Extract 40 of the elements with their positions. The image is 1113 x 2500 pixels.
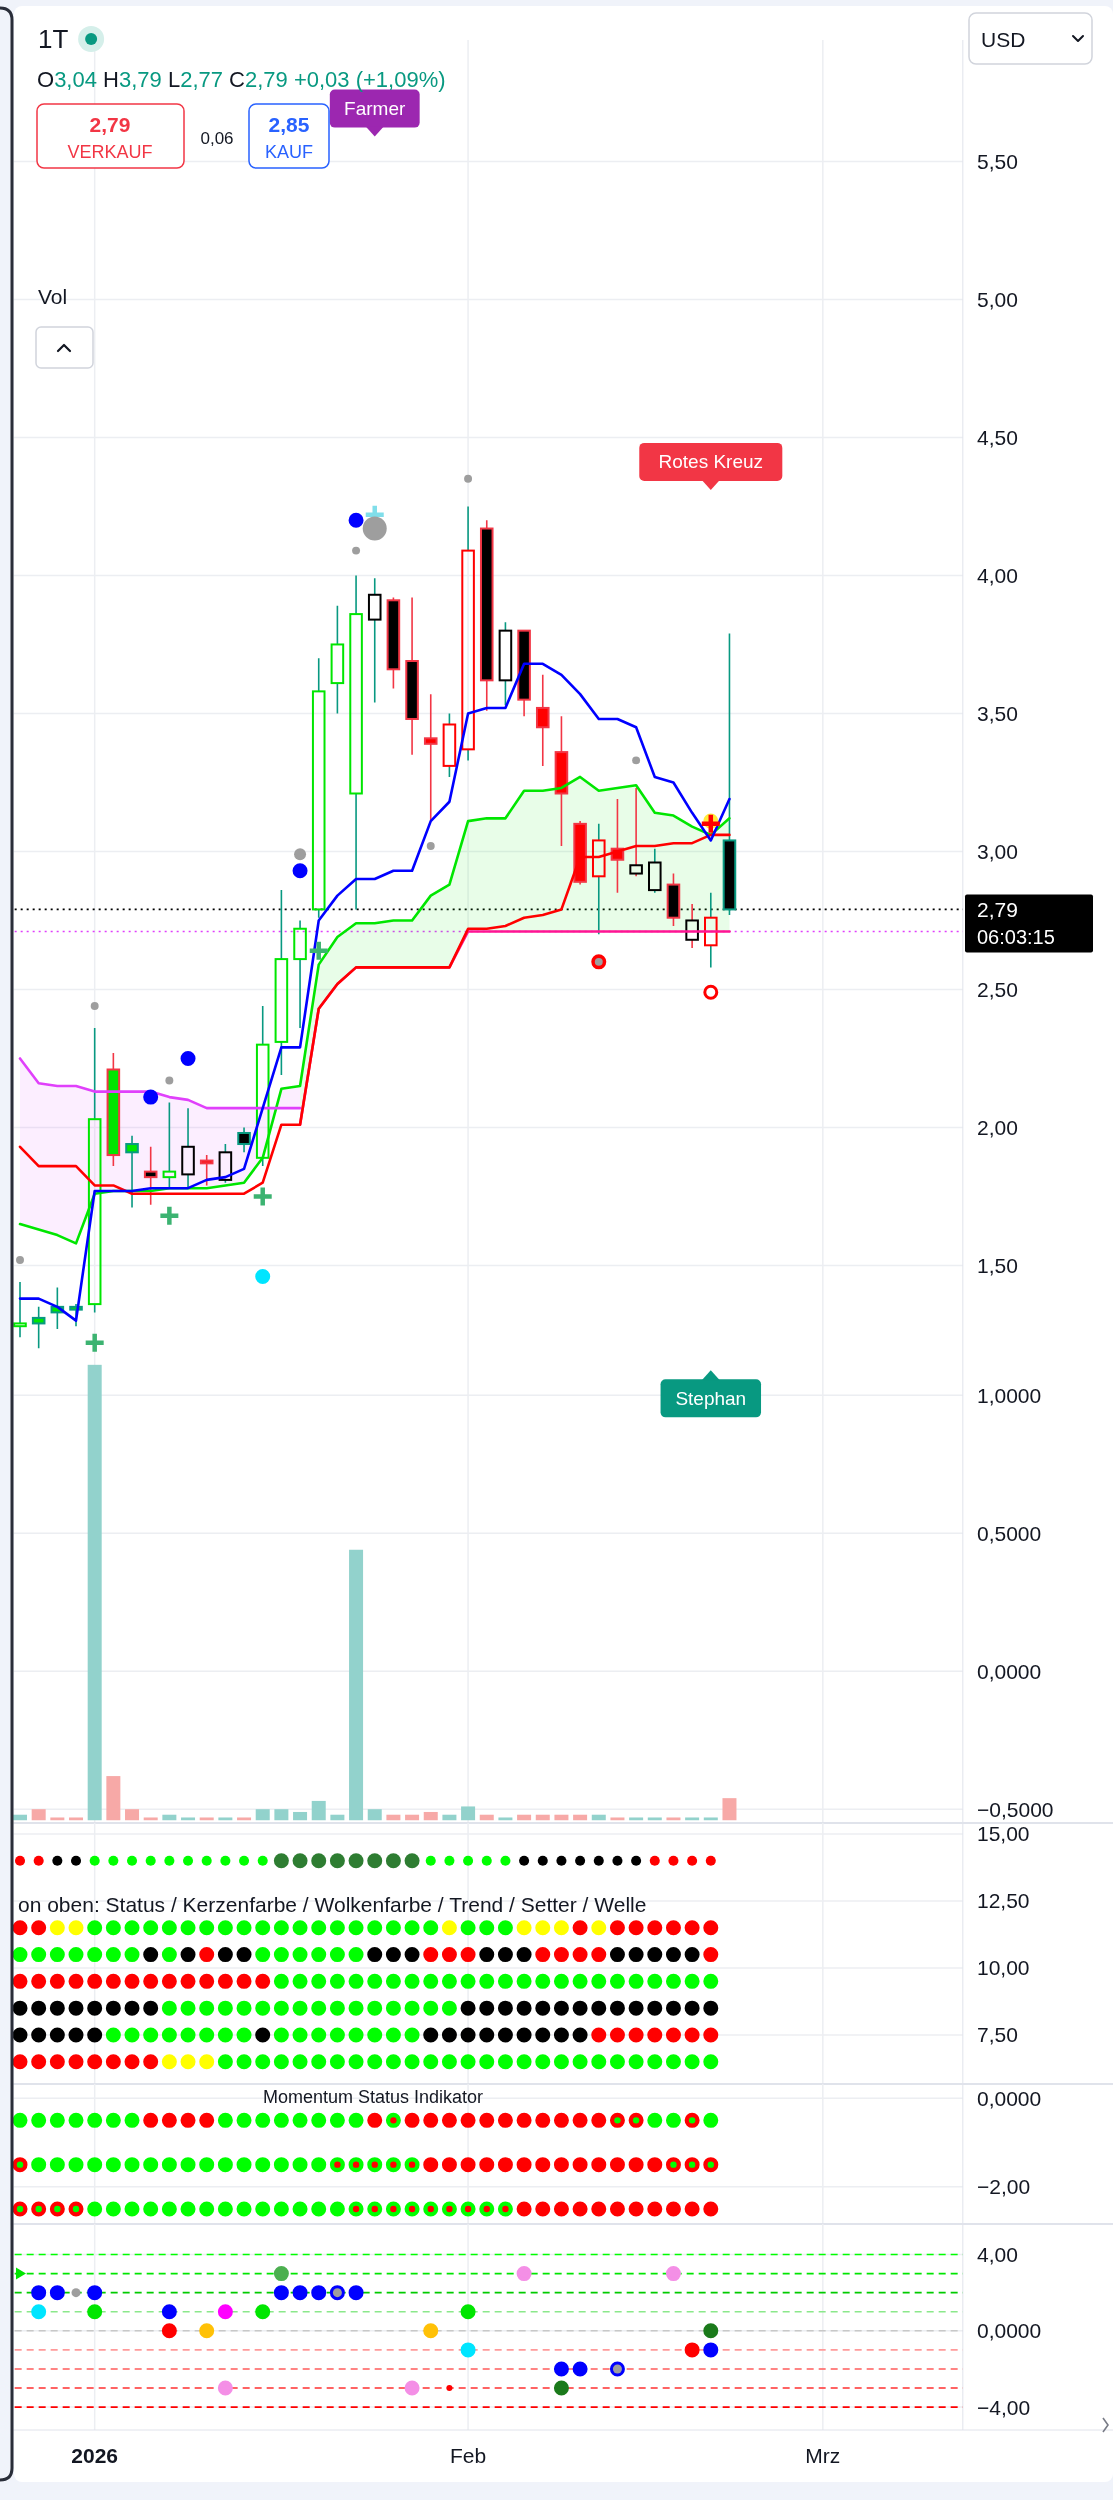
y-tick-label: 5,00 xyxy=(977,287,1018,311)
y-tick-label: 1,50 xyxy=(977,1253,1018,1277)
annotation: KAUF xyxy=(264,142,314,162)
text: USD xyxy=(981,27,1026,51)
y-tick-label: 0,0000 xyxy=(977,2319,1042,2343)
annotation: 2,85 xyxy=(268,112,310,136)
y-tick-label: 4,00 xyxy=(977,563,1018,587)
y-tick-label: 2,50 xyxy=(977,977,1018,1001)
series-label: Farmer xyxy=(344,98,407,120)
ref-line-label: 2,79 xyxy=(977,897,1018,921)
y-tick-label: 12,50 xyxy=(977,1889,1030,1913)
text: 06:03:15 xyxy=(977,926,1055,949)
x-tick-label: 2026 xyxy=(71,2443,119,2467)
y-tick-label: 4,50 xyxy=(977,425,1018,449)
y2-tick-label: 1,0000 xyxy=(977,1383,1042,1407)
y-tick-label: 10,00 xyxy=(977,1956,1030,1980)
y-tick-label: 3,00 xyxy=(977,839,1018,863)
y-tick-label: 3,50 xyxy=(977,701,1018,725)
x-tick-label: Feb xyxy=(449,2443,487,2467)
y-tick-label: 2,00 xyxy=(977,1115,1018,1139)
series-label: Rotes Kreuz xyxy=(658,451,764,473)
chart-title: Momentum Status Indikator xyxy=(262,2087,484,2107)
x-tick-label: Mrz xyxy=(805,2443,841,2467)
y-tick-label: 7,50 xyxy=(977,2023,1018,2047)
y2-tick-label: −0,5000 xyxy=(977,1797,1054,1821)
chart-title: 1T xyxy=(38,24,69,54)
y-tick-label: 5,50 xyxy=(977,149,1018,173)
annotation: Vol xyxy=(38,284,68,308)
annotation: 2,79 xyxy=(89,112,131,136)
y-tick-label: −2,00 xyxy=(977,2175,1031,2199)
y-tick-label: 0,0000 xyxy=(977,2086,1042,2110)
y2-tick-label: 0,5000 xyxy=(977,1521,1042,1545)
annotation: 0,06 xyxy=(200,128,234,148)
text: O3,04 H3,79 L2,77 C2,79 +0,03 (+1,09%) xyxy=(37,66,446,92)
y-tick-label: 4,00 xyxy=(977,2243,1018,2267)
y-tick-label: −4,00 xyxy=(977,2395,1031,2419)
annotation: VERKAUF xyxy=(67,142,153,162)
y-tick-label: 15,00 xyxy=(977,1822,1030,1846)
annotation: on oben: Status / Kerzenfarbe / Wolkenfarbe / Trend / Setter / Welle xyxy=(18,1892,647,1916)
series-label: Stephan xyxy=(675,1387,747,1409)
